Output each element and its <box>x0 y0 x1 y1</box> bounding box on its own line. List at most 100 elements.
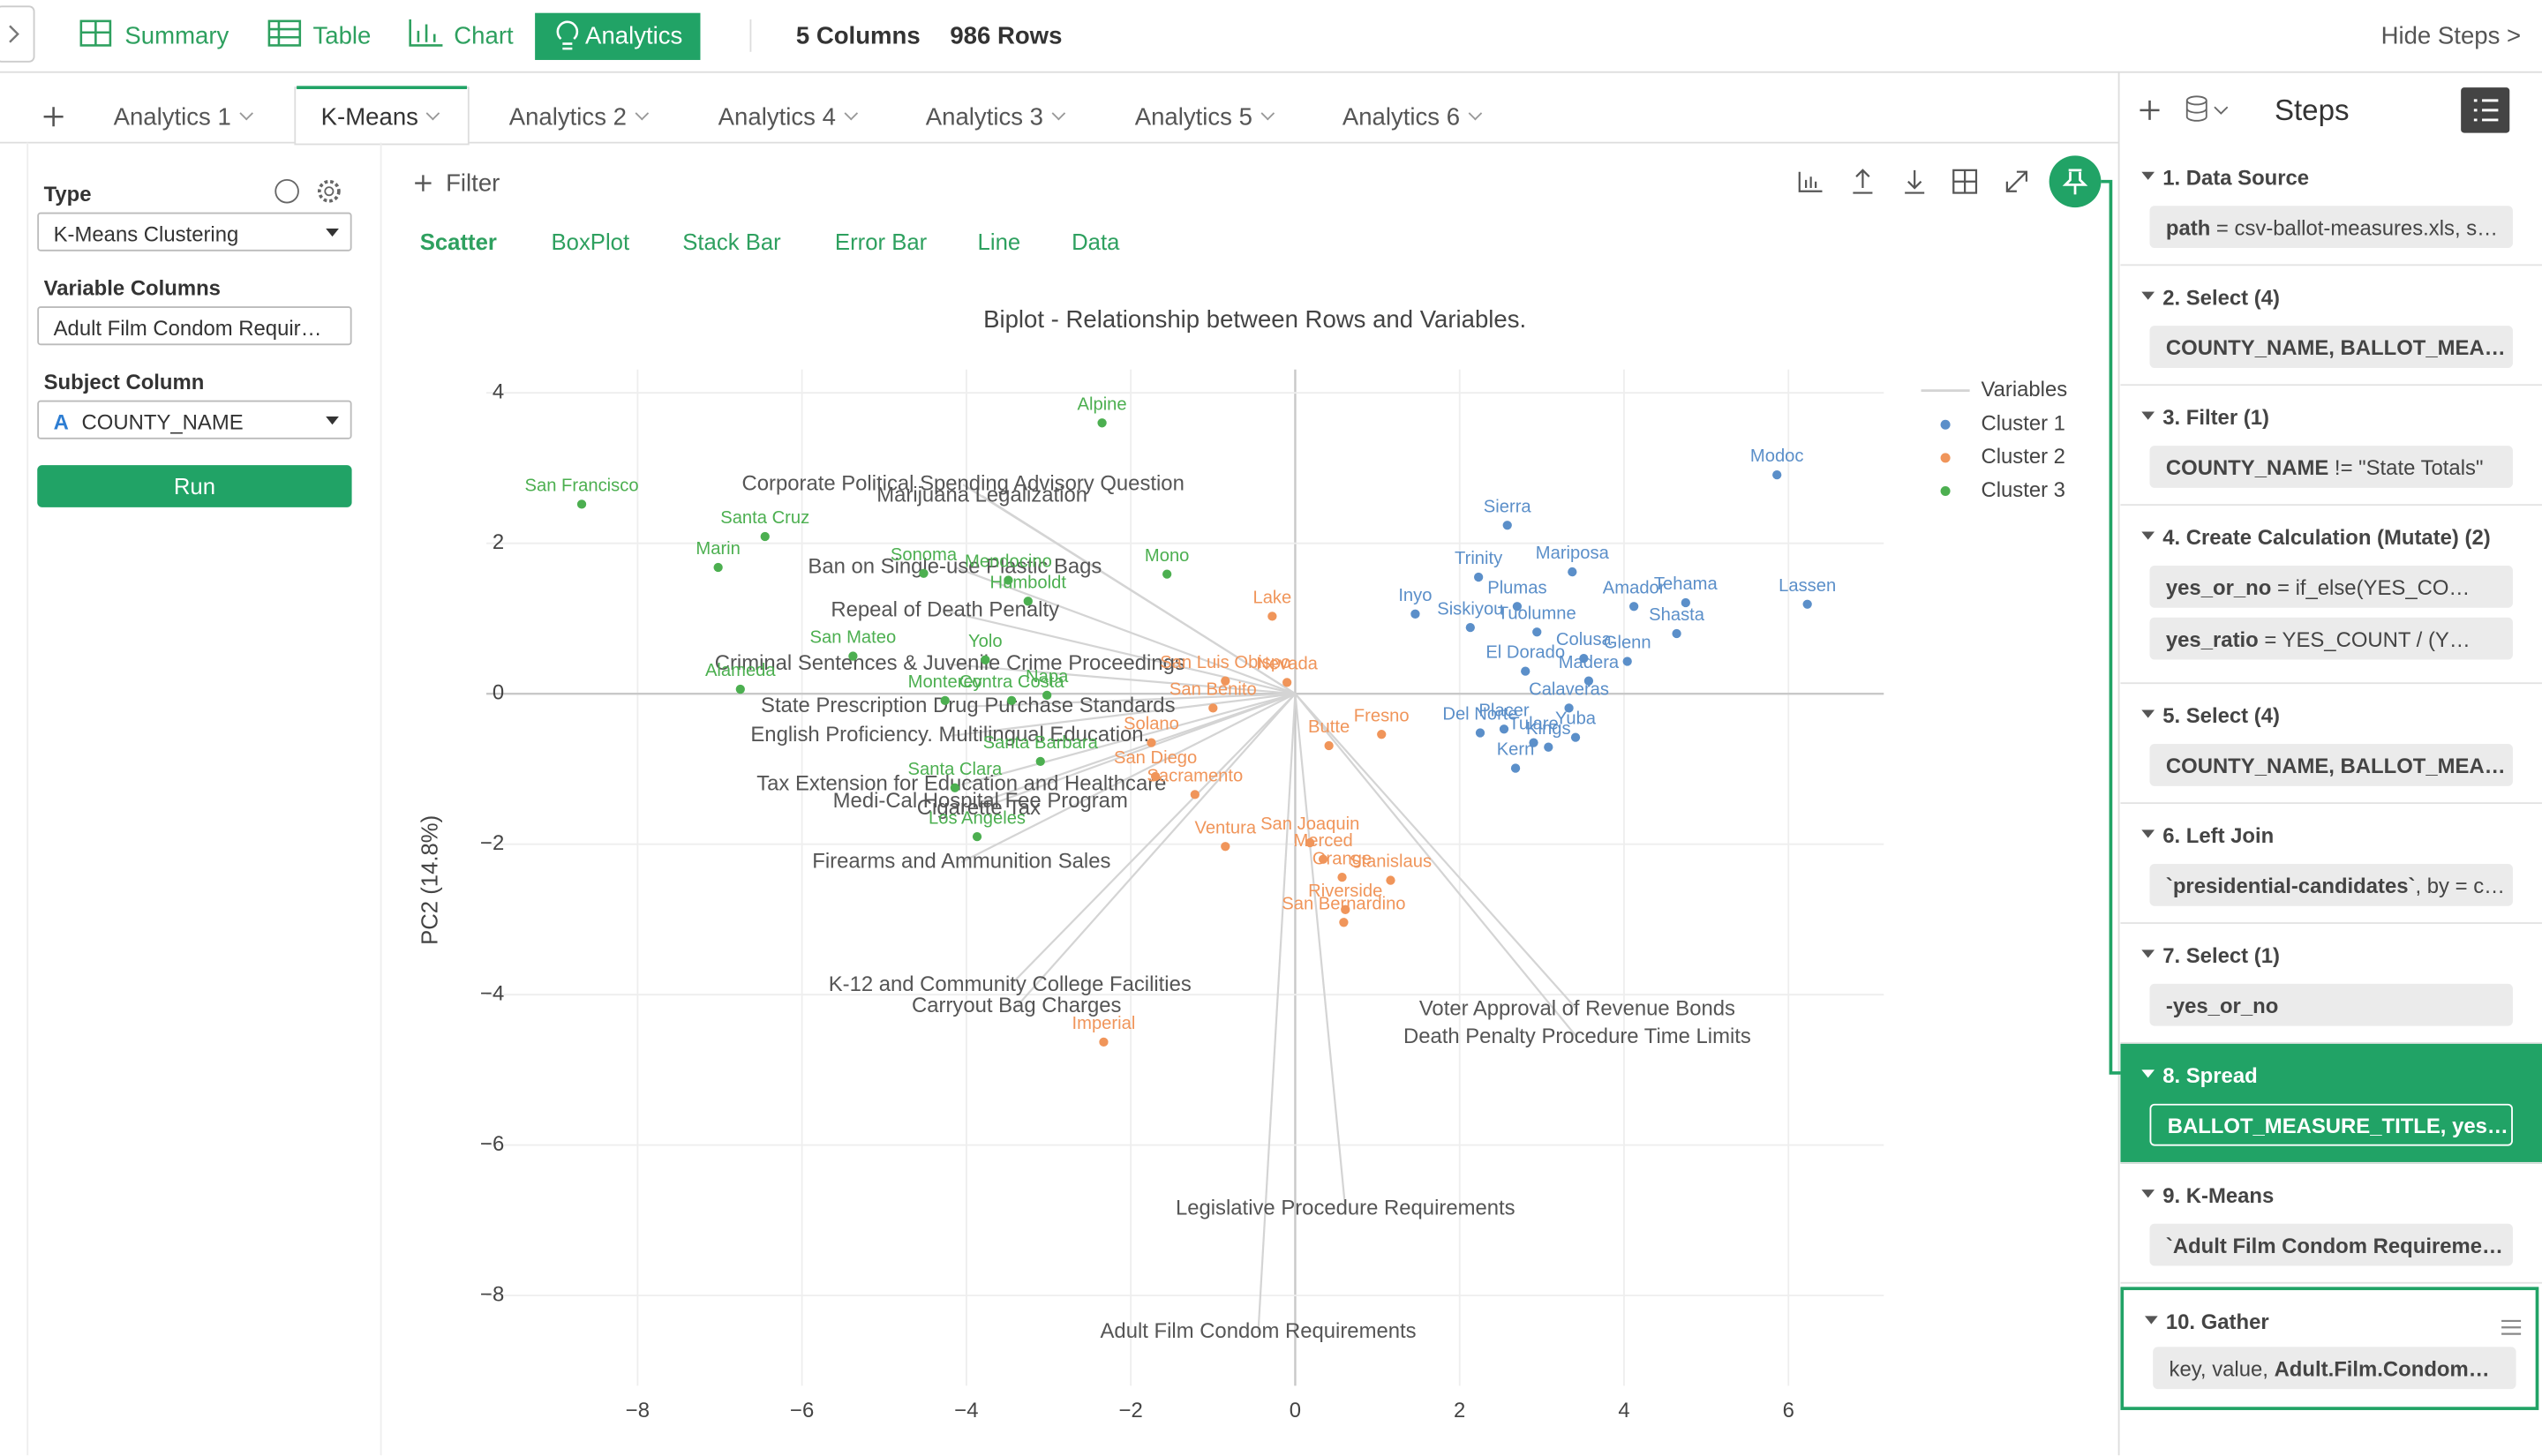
analytics-tab[interactable]: Analytics 1 <box>114 105 251 130</box>
chart-tab-active[interactable]: Scatter <box>419 228 497 255</box>
help-icon[interactable] <box>275 178 299 204</box>
point-label: San Bernardino <box>1282 894 1405 913</box>
chart-tab[interactable]: Line <box>977 228 1021 255</box>
legend-swatch <box>1940 486 1951 497</box>
point-label: San Benito <box>1169 680 1257 700</box>
point-label: Tulare <box>1508 715 1558 734</box>
step[interactable]: 10. Gather key, value, Adult.Film.Condom… <box>2120 1287 2539 1410</box>
collapse-toggle <box>2141 709 2155 724</box>
add-step[interactable] <box>2140 100 2160 120</box>
hide-steps[interactable]: Hide Steps > <box>2380 22 2522 50</box>
point <box>1564 703 1574 713</box>
add-tab[interactable] <box>43 107 64 127</box>
chip-key: -yes_or_no <box>2165 993 2279 1018</box>
x-tick-label: 2 <box>1454 1399 1465 1422</box>
point-label: Colusa <box>1556 630 1613 649</box>
variable-vector <box>1009 693 1297 987</box>
tab-active[interactable]: Analytics <box>585 22 683 50</box>
drag-handle[interactable] <box>2501 1319 2522 1335</box>
chip-text: key, value, <box>2169 1356 2275 1381</box>
point <box>1529 738 1538 747</box>
analytics-tab[interactable]: Analytics 3 <box>926 105 1063 130</box>
variable-vector <box>950 693 1296 738</box>
point <box>1568 567 1577 577</box>
collapse-toggle <box>2141 411 2155 427</box>
variable-input[interactable]: Adult Film Condom Requir… <box>37 306 352 346</box>
legend-label: Cluster 2 <box>1981 445 2064 469</box>
chip-key: BALLOT_MEASURE_TITLE, yes… <box>2167 1113 2508 1138</box>
analytics-tab[interactable]: Analytics 2 <box>509 105 646 130</box>
step[interactable]: 3. Filter (1) COUNTY_NAME != "State Total… <box>2120 386 2542 507</box>
step-title: 2. Select (4) <box>2162 285 2280 310</box>
point-label: Alpine <box>1078 394 1127 414</box>
chart-tab[interactable]: Data <box>1072 228 1120 255</box>
filter-button[interactable]: Filter <box>446 169 500 199</box>
step-title: 9. K-Means <box>2162 1182 2275 1208</box>
chart-toolbar[interactable] <box>1798 169 2028 194</box>
type-select[interactable]: K-Means Clustering <box>37 212 352 251</box>
chart-tab[interactable]: Stack Bar <box>682 228 781 255</box>
chip-key: `presidential-candidates` <box>2165 874 2416 898</box>
point-label: Contra Costa <box>959 672 1065 692</box>
point <box>1221 676 1230 686</box>
point-label: Plumas <box>1487 578 1546 597</box>
step-chip: path = csv-ballot-measures.xls, s… <box>2149 206 2513 249</box>
select-value: K-Means Clustering <box>53 221 239 247</box>
step[interactable]: 4. Create Calculation (Mutate) (2) yes_or… <box>2120 506 2542 685</box>
variable-label: Medi-Cal Hospital Fee Program <box>833 789 1128 813</box>
step[interactable]: 5. Select (4) COUNTY_NAME, BALLOT_MEA… <box>2120 684 2542 805</box>
point <box>1035 756 1045 767</box>
variable-label: Voter Approval of Revenue Bonds <box>1419 997 1735 1021</box>
chart-tab[interactable]: Error Bar <box>834 228 928 255</box>
chevron <box>9 25 19 43</box>
point-label: Calaveras <box>1529 680 1609 700</box>
point <box>1475 728 1485 738</box>
pin-button[interactable] <box>2049 155 2102 208</box>
chart-tab[interactable]: BoxPlot <box>551 228 630 255</box>
tab[interactable]: Summary <box>124 22 229 50</box>
step[interactable]: 2. Select (4) COUNTY_NAME, BALLOT_MEA… <box>2120 266 2542 387</box>
chip-text: = if_else(YES_CO… <box>2271 575 2471 600</box>
step-chip: COUNTY_NAME, BALLOT_MEA… <box>2149 326 2513 368</box>
variable-label: Adult Film Condom Requirements <box>1101 1319 1417 1343</box>
y-tick-label: 4 <box>493 380 504 404</box>
point <box>1324 740 1334 751</box>
step-title: 10. Gather <box>2165 1310 2269 1334</box>
tab[interactable]: Chart <box>454 22 514 50</box>
step[interactable]: 6. Left Join `presidential-candidates`, b… <box>2120 804 2542 924</box>
tab[interactable]: Table <box>312 22 372 50</box>
point-label: El Dorado <box>1485 643 1565 663</box>
variable-vector <box>950 663 1296 695</box>
step-chip: `Adult Film Condom Requireme… <box>2149 1223 2513 1266</box>
point <box>1377 730 1387 739</box>
analytics-tab[interactable]: Analytics 6 <box>1342 105 1479 130</box>
legend-label: Cluster 1 <box>1981 412 2064 436</box>
settings-icon[interactable] <box>318 179 341 203</box>
db-icon[interactable] <box>2185 95 2207 106</box>
analytics-tab[interactable]: Analytics 5 <box>1135 105 1272 130</box>
run-button[interactable]: Run <box>37 465 352 507</box>
analytics-tab[interactable]: Analytics 4 <box>718 105 855 130</box>
step[interactable]: 9. K-Means `Adult Film Condom Requireme… <box>2120 1164 2542 1284</box>
step-title: 8. Spread <box>2162 1062 2258 1088</box>
point <box>1473 572 1484 582</box>
step[interactable]: 8. Spread BALLOT_MEASURE_TITLE, yes… <box>2120 1043 2542 1164</box>
point <box>1305 837 1315 848</box>
step[interactable]: 1. Data Source path = csv-ballot-measures… <box>2120 146 2542 266</box>
analytics-tab-active[interactable]: K-Means <box>321 105 438 130</box>
point-label: Sonoma <box>891 545 958 565</box>
top-bar <box>0 0 2542 73</box>
point-label: Sierra <box>1484 497 1532 516</box>
collapse-toggle <box>2145 1316 2158 1331</box>
point-label: Imperial <box>1072 1014 1136 1033</box>
step[interactable]: 7. Select (1) -yes_or_no <box>2120 924 2542 1044</box>
point-label: San Diego <box>1114 748 1197 768</box>
point-label: Santa Barbara <box>983 733 1099 753</box>
filter-plus[interactable] <box>415 175 432 191</box>
point-label: Tuolumne <box>1498 604 1576 623</box>
subject-select[interactable]: A COUNTY_NAME <box>37 400 352 439</box>
point <box>919 568 929 578</box>
step-title: 6. Left Join <box>2162 823 2275 848</box>
point-label: Santa Clara <box>908 760 1003 779</box>
